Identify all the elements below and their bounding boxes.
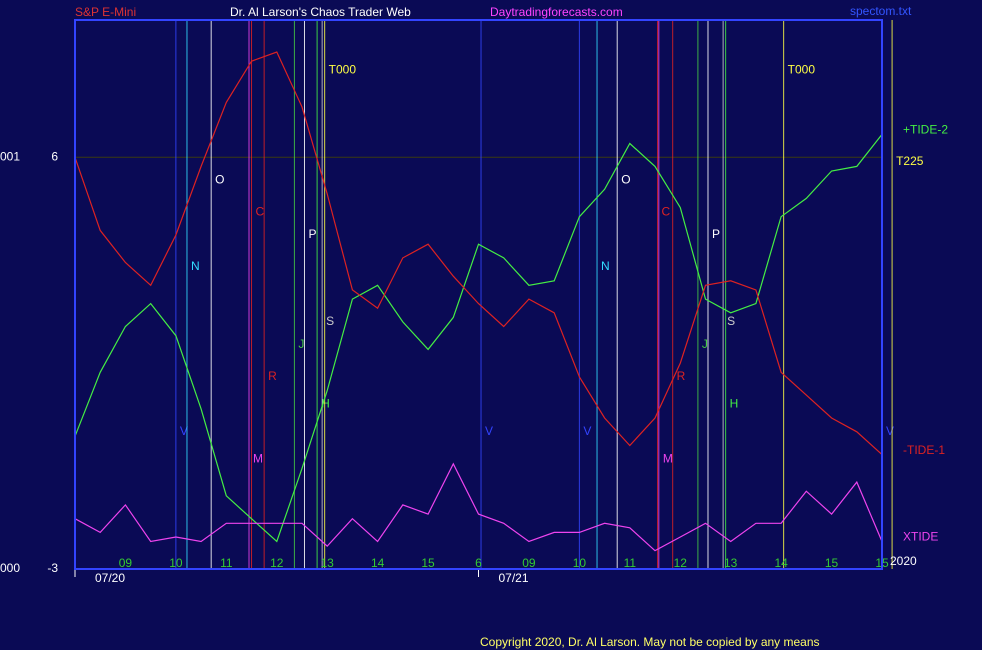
series-line (74, 462, 883, 552)
site-title: Dr. Al Larson's Chaos Trader Web (230, 5, 411, 19)
x-tick-label: 09 (119, 556, 133, 570)
marker-label: P (712, 227, 720, 241)
y-tick-label: -3 (47, 561, 58, 575)
y-prefix-label: 000 (0, 561, 20, 575)
marker-label: V (485, 424, 493, 438)
site-url: Daytradingforecasts.com (490, 5, 623, 19)
series-label: XTIDE (903, 530, 938, 544)
marker-label: S (326, 314, 334, 328)
series-label: -TIDE-1 (903, 443, 945, 457)
marker-label: M (663, 451, 673, 465)
marker-label: O (621, 172, 630, 186)
x-tick-label: 12 (270, 556, 284, 570)
x-tick-label: 6 (475, 556, 482, 570)
marker-label: T225 (896, 154, 924, 168)
y-tick-label: 6 (51, 149, 58, 163)
marker-label: C (662, 204, 671, 218)
marker-label: V (886, 424, 894, 438)
x-tick-label: 14 (774, 556, 788, 570)
x-tick-label: 10 (573, 556, 587, 570)
marker-label: T000 (329, 62, 357, 76)
marker-label: H (321, 396, 330, 410)
marker-label: T000 (788, 62, 816, 76)
y-prefix-label: 001 (0, 149, 20, 163)
marker-label: H (730, 396, 739, 410)
x-tick-label: 15 (421, 556, 435, 570)
series-line (74, 51, 883, 456)
x-tick-label: 14 (371, 556, 385, 570)
x-tick-label: 09 (522, 556, 536, 570)
copyright: Copyright 2020, Dr. Al Larson. May not b… (480, 635, 820, 649)
marker-label: V (180, 424, 188, 438)
x-tick-label: 10 (169, 556, 183, 570)
marker-label: O (215, 172, 224, 186)
series-label: +TIDE-2 (903, 123, 948, 137)
marker-label: V (583, 424, 591, 438)
plot-frame (74, 19, 883, 570)
year-label: 2020 (890, 554, 917, 568)
marker-label: P (308, 227, 316, 241)
marker-label: N (601, 259, 610, 273)
series-line (74, 134, 883, 543)
marker-label: J (298, 337, 304, 351)
date-label: 07/20 (95, 571, 125, 585)
symbol-title: S&P E-Mini (75, 5, 136, 19)
marker-label: M (253, 451, 263, 465)
file-name: spectom.txt (850, 4, 912, 18)
x-tick-label: 13 (321, 556, 335, 570)
marker-label: N (191, 259, 200, 273)
x-tick-label: 13 (724, 556, 738, 570)
marker-label: R (677, 369, 686, 383)
marker-label: J (702, 337, 708, 351)
x-tick-label: 15 (825, 556, 839, 570)
marker-label: C (256, 204, 265, 218)
date-label: 07/21 (499, 571, 529, 585)
x-tick-label: 11 (624, 556, 637, 570)
marker-label: R (268, 369, 277, 383)
marker-label: S (727, 314, 735, 328)
x-tick-label: 11 (220, 556, 233, 570)
plot-area: -3 000 6 001 V N O M C R J P H S T000 V V N O C M R J P S H T000 V T… (0, 19, 948, 585)
x-tick-label: 12 (674, 556, 688, 570)
